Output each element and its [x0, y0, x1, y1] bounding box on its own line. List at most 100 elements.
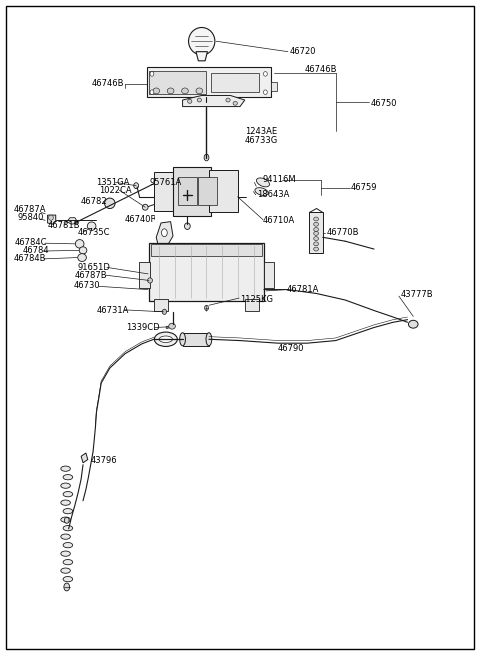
Ellipse shape	[408, 320, 418, 328]
Text: 46735C: 46735C	[77, 228, 110, 237]
Text: 1125KG: 1125KG	[240, 295, 273, 304]
Ellipse shape	[264, 71, 267, 76]
Ellipse shape	[61, 500, 71, 505]
Ellipse shape	[161, 229, 167, 236]
Text: 43777B: 43777B	[400, 290, 433, 299]
Ellipse shape	[61, 551, 71, 556]
Ellipse shape	[233, 102, 238, 105]
Bar	[271, 82, 277, 91]
Bar	[140, 262, 150, 288]
Ellipse shape	[162, 309, 167, 314]
Ellipse shape	[87, 222, 96, 231]
Ellipse shape	[63, 542, 72, 548]
Bar	[147, 67, 271, 98]
Ellipse shape	[314, 247, 319, 251]
Ellipse shape	[204, 155, 209, 161]
Bar	[149, 71, 206, 94]
Bar	[154, 299, 168, 311]
Polygon shape	[156, 221, 173, 247]
Bar	[152, 244, 262, 255]
Ellipse shape	[206, 333, 212, 346]
Ellipse shape	[226, 98, 230, 102]
Ellipse shape	[150, 90, 154, 94]
Bar	[178, 177, 197, 204]
Ellipse shape	[314, 222, 319, 226]
Ellipse shape	[63, 525, 72, 531]
Text: 94116M: 94116M	[263, 176, 297, 184]
Text: 46740F: 46740F	[124, 214, 156, 223]
Ellipse shape	[255, 188, 268, 195]
Bar	[211, 73, 259, 92]
Ellipse shape	[63, 576, 72, 582]
Bar	[149, 242, 264, 301]
Ellipse shape	[189, 28, 215, 55]
Bar	[264, 262, 274, 288]
Ellipse shape	[314, 217, 319, 221]
Ellipse shape	[204, 305, 208, 310]
Text: 46750: 46750	[371, 99, 397, 108]
Text: 46733G: 46733G	[245, 136, 278, 145]
Ellipse shape	[153, 88, 159, 94]
Bar	[182, 333, 209, 346]
Ellipse shape	[61, 466, 71, 472]
Ellipse shape	[63, 559, 72, 565]
Ellipse shape	[64, 517, 69, 523]
Text: 46784C: 46784C	[15, 238, 48, 247]
Ellipse shape	[63, 508, 72, 514]
Ellipse shape	[314, 227, 319, 231]
Polygon shape	[196, 52, 207, 61]
Text: 46781B: 46781B	[48, 221, 80, 230]
Ellipse shape	[63, 475, 72, 480]
Text: 46720: 46720	[289, 47, 316, 56]
Text: 46710A: 46710A	[263, 216, 295, 225]
Bar	[198, 177, 217, 204]
Ellipse shape	[78, 253, 86, 261]
Text: 46731A: 46731A	[96, 306, 129, 315]
Ellipse shape	[166, 326, 168, 329]
Text: 18643A: 18643A	[257, 191, 289, 199]
Ellipse shape	[264, 90, 267, 94]
Text: 1022CA: 1022CA	[99, 186, 132, 195]
Text: 46730: 46730	[73, 280, 100, 290]
Polygon shape	[182, 96, 245, 107]
Text: 95761A: 95761A	[149, 178, 181, 187]
Text: 46746B: 46746B	[92, 79, 124, 88]
Text: 95840: 95840	[17, 213, 44, 222]
Text: 46782: 46782	[81, 197, 108, 206]
Ellipse shape	[64, 583, 70, 591]
Bar	[310, 212, 323, 253]
Ellipse shape	[143, 204, 148, 210]
Ellipse shape	[61, 568, 71, 573]
Ellipse shape	[61, 534, 71, 539]
Ellipse shape	[197, 98, 202, 102]
Ellipse shape	[134, 183, 139, 189]
Polygon shape	[48, 215, 56, 224]
Ellipse shape	[180, 333, 185, 346]
Ellipse shape	[61, 517, 71, 522]
Ellipse shape	[159, 336, 172, 343]
Ellipse shape	[155, 332, 177, 346]
Text: 46787A: 46787A	[14, 206, 47, 214]
Ellipse shape	[48, 215, 53, 220]
Ellipse shape	[79, 247, 87, 254]
Polygon shape	[81, 453, 88, 463]
Text: 46781A: 46781A	[287, 285, 319, 294]
Ellipse shape	[314, 242, 319, 246]
Ellipse shape	[150, 71, 154, 76]
Ellipse shape	[256, 178, 269, 187]
Ellipse shape	[168, 324, 175, 329]
Text: 1339CD: 1339CD	[127, 323, 160, 332]
Text: 46770B: 46770B	[326, 228, 359, 237]
Ellipse shape	[63, 491, 72, 496]
Ellipse shape	[314, 231, 319, 235]
Text: 1243AE: 1243AE	[245, 127, 277, 136]
Text: 46759: 46759	[351, 183, 378, 192]
Ellipse shape	[167, 88, 174, 94]
Text: 46790: 46790	[277, 344, 304, 353]
Bar	[154, 172, 175, 211]
Ellipse shape	[196, 88, 203, 94]
Text: 46784: 46784	[22, 246, 49, 255]
Ellipse shape	[75, 240, 84, 248]
Text: 46746B: 46746B	[305, 65, 337, 74]
Bar	[245, 299, 259, 311]
